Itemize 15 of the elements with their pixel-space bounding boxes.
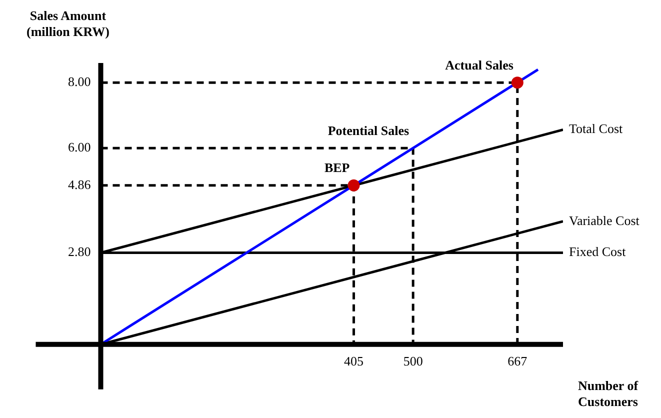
y-tick-label: 2.80 xyxy=(68,244,91,260)
y-tick-label: 8.00 xyxy=(68,74,91,90)
y-tick-label: 6.00 xyxy=(68,139,91,154)
x-tick-label: 405 xyxy=(344,354,364,369)
y-tick-label: 4.86 xyxy=(68,176,92,192)
annotation: BEP xyxy=(324,160,350,176)
series-label: Variable Cost xyxy=(569,212,640,228)
x-axis-title: Number of Customers xyxy=(576,378,640,410)
x-tick-label: 500 xyxy=(403,354,423,369)
annotation: Actual Sales xyxy=(445,57,514,72)
x-tick-label: 667 xyxy=(508,354,528,369)
y-axis-title: Sales Amount (million KRW) xyxy=(26,8,110,40)
series-label: Total Cost xyxy=(569,121,624,136)
series-label: Fixed Cost xyxy=(569,244,626,260)
annotation: Potential Sales xyxy=(328,122,410,138)
